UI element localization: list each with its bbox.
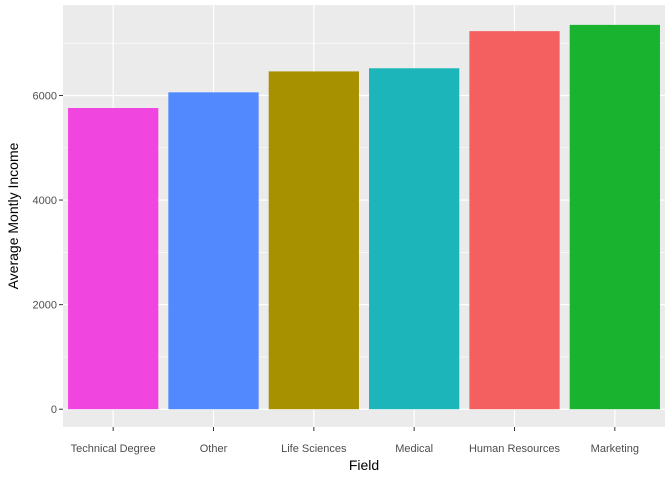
bar xyxy=(68,108,159,410)
x-tick-label: Technical Degree xyxy=(71,443,156,455)
y-tick-label: 2000 xyxy=(33,300,57,312)
minor-gridlines xyxy=(63,42,665,358)
y-tick-label: 6000 xyxy=(33,90,57,102)
x-tick-label: Marketing xyxy=(591,443,639,455)
y-tick-label: 4000 xyxy=(33,195,57,207)
x-tick-label: Human Resources xyxy=(469,443,561,455)
y-axis: 0 2000 4000 6000 xyxy=(33,90,63,416)
x-tick-label: Medical xyxy=(395,443,433,455)
y-tick-label: 0 xyxy=(51,404,57,416)
x-axis: Technical Degree Other Life Sciences Medica… xyxy=(71,427,639,455)
bar xyxy=(569,24,660,410)
x-axis-title: Field xyxy=(349,457,379,473)
bars xyxy=(68,24,660,410)
x-tick-label: Other xyxy=(200,443,228,455)
bar xyxy=(168,92,259,410)
y-axis-title: Average Montly Income xyxy=(5,142,21,289)
bar xyxy=(469,31,560,410)
bar xyxy=(268,71,359,410)
bar xyxy=(369,68,460,410)
x-tick-label: Life Sciences xyxy=(281,443,347,455)
